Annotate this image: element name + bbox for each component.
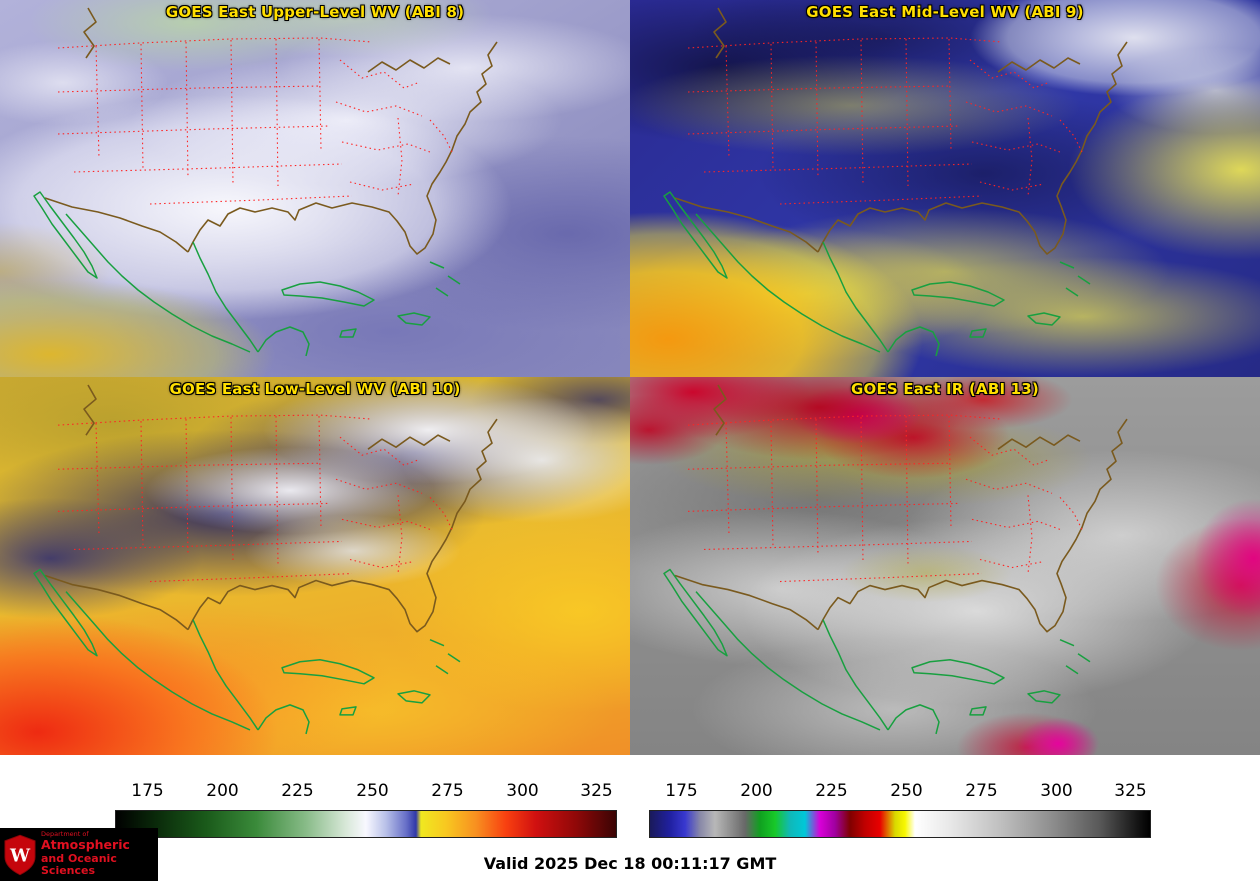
wv-colorbar — [115, 810, 617, 838]
logo-line1: Atmospheric — [41, 837, 130, 853]
panel-grid: GOES East Upper-Level WV (ABI 8) GOES Ea… — [0, 0, 1260, 755]
crest-letter: W — [9, 845, 31, 866]
map-overlay — [0, 0, 630, 377]
map-overlay — [630, 0, 1260, 377]
tick-label: 325 — [1114, 781, 1147, 801]
tick-label: 200 — [740, 781, 773, 801]
tick-label: 275 — [431, 781, 464, 801]
uw-crest-icon: W — [4, 834, 36, 875]
satellite-panel-mid-level-wv: GOES East Mid-Level WV (ABI 9) — [630, 0, 1260, 377]
tick-label: 225 — [281, 781, 314, 801]
satellite-panel-ir: GOES East IR (ABI 13) — [630, 377, 1260, 755]
ir-colorbar — [649, 810, 1151, 838]
logo-line2: and Oceanic Sciences — [41, 851, 117, 878]
tick-label: 300 — [506, 781, 539, 801]
wv-colorbar-group: 175 200 225 250 275 300 325 — [115, 755, 617, 845]
tick-label: 225 — [815, 781, 848, 801]
ir-colorbar-group: 175 200 225 250 275 300 325 — [649, 755, 1151, 845]
panel-title-abi13: GOES East IR (ABI 13) — [850, 380, 1039, 398]
satellite-panel-low-level-wv: GOES East Low-Level WV (ABI 10) — [0, 377, 630, 755]
satellite-panel-upper-level-wv: GOES East Upper-Level WV (ABI 8) — [0, 0, 630, 377]
tick-label: 175 — [131, 781, 164, 801]
map-overlay — [0, 377, 630, 755]
logo-dept-line: Department of — [41, 829, 89, 838]
tick-label: 300 — [1040, 781, 1073, 801]
panel-title-abi9: GOES East Mid-Level WV (ABI 9) — [806, 3, 1084, 21]
footer: 175 200 225 250 275 300 325 175 200 225 … — [0, 755, 1260, 881]
tick-label: 275 — [965, 781, 998, 801]
valid-time: Valid 2025 Dec 18 00:11:17 GMT — [483, 854, 777, 873]
tick-label: 325 — [580, 781, 613, 801]
tick-label: 250 — [890, 781, 923, 801]
wv-colorbar-ticks: 175 200 225 250 275 300 325 — [115, 781, 615, 805]
tick-label: 200 — [206, 781, 239, 801]
tick-label: 175 — [665, 781, 698, 801]
tick-label: 250 — [356, 781, 389, 801]
panel-title-abi10: GOES East Low-Level WV (ABI 10) — [169, 380, 461, 398]
logo-text: Department of Atmospheric and Oceanic Sc… — [41, 829, 154, 878]
map-overlay — [630, 377, 1260, 755]
uw-aos-logo: W Department of Atmospheric and Oceanic … — [0, 828, 158, 881]
ir-colorbar-ticks: 175 200 225 250 275 300 325 — [649, 781, 1149, 805]
panel-title-abi8: GOES East Upper-Level WV (ABI 8) — [165, 3, 465, 21]
